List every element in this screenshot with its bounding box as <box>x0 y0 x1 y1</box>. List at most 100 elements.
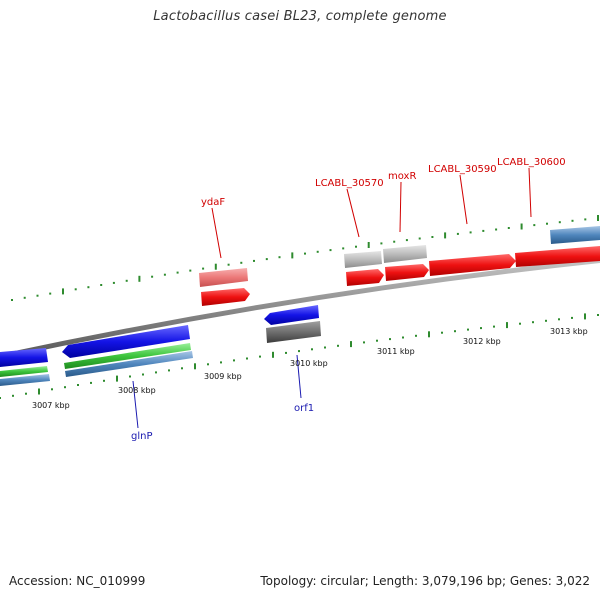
scale-tick-minor <box>233 359 235 362</box>
feature-track-upper <box>199 226 600 306</box>
scale-tick-minor <box>546 222 548 225</box>
scale-tick-minor <box>337 344 339 347</box>
scale-tick-minor <box>376 339 378 342</box>
scale-tick-minor <box>90 381 92 384</box>
scale-label-3007: 3007 kbp <box>32 401 70 410</box>
scale-tick-minor <box>87 286 90 289</box>
gene-glnP[interactable] <box>62 325 190 358</box>
scale-label-3010: 3010 kbp <box>290 359 328 368</box>
scale-tick-minor <box>519 322 521 325</box>
gene-LCABL_30600[interactable] <box>515 246 600 267</box>
scale-tick-minor <box>253 259 255 262</box>
scale-tick-minor <box>431 236 434 238</box>
gene-orf1[interactable] <box>264 305 319 325</box>
scale-labels: 3007 kbp 3008 kbp 3009 kbp 3010 kbp 3011… <box>32 327 588 410</box>
label-LCABL_30600[interactable]: LCABL_30600 <box>497 157 566 168</box>
scale-tick-minor <box>168 369 170 372</box>
scale-tick-minor <box>155 371 157 374</box>
scale-label-3013: 3013 kbp <box>550 327 588 336</box>
label-ydaF[interactable]: ydaF <box>201 197 225 208</box>
scale-tick-minor <box>77 384 79 386</box>
scale-tick-minor <box>533 224 536 227</box>
gene-LCABL_30570-pseudo[interactable] <box>344 251 382 268</box>
label-LCABL_30570[interactable]: LCABL_30570 <box>315 178 384 189</box>
scale-tick-minor <box>324 346 326 349</box>
gene-reverse-partial[interactable] <box>0 348 48 367</box>
scale-label-3009: 3009 kbp <box>204 372 242 381</box>
gene-LCABL_30570[interactable] <box>346 269 384 286</box>
scale-tick-minor <box>285 351 287 354</box>
scale-tick-minor <box>402 336 404 339</box>
scale-tick-minor <box>393 240 396 243</box>
scale-tick-minor <box>12 394 14 397</box>
gene-ydaF[interactable] <box>201 288 250 306</box>
scale-ticks-lower <box>0 313 599 399</box>
gene-LCABL_30590[interactable] <box>429 254 516 276</box>
scale-tick-minor <box>571 316 573 319</box>
scale-tick-minor <box>189 269 192 272</box>
scale-tick-major <box>214 263 217 270</box>
scale-tick-minor <box>11 299 13 301</box>
scale-tick-minor <box>441 331 443 334</box>
scale-tick-minor <box>0 397 1 399</box>
scale-tick-minor <box>482 229 485 232</box>
scale-tick-minor <box>571 219 574 222</box>
scale-tick-major <box>116 375 118 382</box>
scale-tick-minor <box>240 261 243 264</box>
gene-ydaF-pseudo[interactable] <box>199 268 248 287</box>
scale-tick-minor <box>103 379 105 382</box>
scale-tick-major <box>350 341 352 348</box>
scale-label-3011: 3011 kbp <box>377 347 415 356</box>
scale-tick-minor <box>151 275 154 278</box>
scale-tick-major <box>506 322 508 329</box>
scale-tick-minor <box>469 231 472 234</box>
scale-tick-minor <box>558 221 561 224</box>
scale-tick-minor <box>176 271 179 274</box>
scale-tick-minor <box>418 237 421 240</box>
gene-steel[interactable] <box>65 351 193 377</box>
scale-tick-minor <box>51 388 53 391</box>
scale-tick-minor <box>480 327 482 330</box>
scale-tick-minor <box>202 267 205 270</box>
scale-label-3012: 3012 kbp <box>463 337 501 346</box>
topology-label: Topology: circular; Length: 3,079,196 bp… <box>260 574 590 588</box>
scale-tick-minor <box>207 363 209 366</box>
scale-tick-minor <box>355 245 357 248</box>
label-LCABL_30590[interactable]: LCABL_30590 <box>428 164 497 175</box>
scale-tick-major <box>138 275 141 282</box>
gene-steel-right[interactable] <box>550 226 600 244</box>
scale-tick-major <box>444 232 447 239</box>
scale-tick-minor <box>100 284 103 286</box>
gene-rrna-partial[interactable] <box>0 366 48 377</box>
accession-label: Accession: NC_010999 <box>9 574 146 588</box>
scale-tick-minor <box>454 330 456 333</box>
gene-orf1-pseudo[interactable] <box>266 321 321 343</box>
scale-tick-minor <box>597 314 599 316</box>
scale-tick-minor <box>36 294 39 297</box>
scale-tick-minor <box>532 321 534 324</box>
scale-label-3008: 3008 kbp <box>118 386 156 395</box>
gene-moxR-pseudo[interactable] <box>383 245 427 263</box>
scale-tick-minor <box>298 350 300 353</box>
scale-tick-minor <box>507 227 510 229</box>
scale-tick-major <box>38 388 40 395</box>
scale-tick-minor <box>363 341 365 344</box>
scale-tick-minor <box>329 249 332 252</box>
scale-tick-minor <box>25 392 27 395</box>
label-orf1[interactable]: orf1 <box>294 403 314 414</box>
scale-tick-minor <box>259 355 261 358</box>
gene-steel-partial[interactable] <box>0 374 50 386</box>
scale-tick-minor <box>265 258 268 261</box>
label-moxR[interactable]: moxR <box>388 171 416 182</box>
scale-tick-major <box>520 223 523 230</box>
gene-moxR[interactable] <box>385 264 429 281</box>
genome-backbone <box>0 258 600 359</box>
gene-rrna[interactable] <box>64 343 191 369</box>
label-glnP[interactable]: glnP <box>131 431 153 442</box>
scale-tick-minor <box>246 357 248 360</box>
scale-tick-minor <box>584 218 587 221</box>
scale-tick-minor <box>389 338 391 341</box>
scale-tick-minor <box>220 361 222 364</box>
scale-tick-minor <box>64 386 66 389</box>
